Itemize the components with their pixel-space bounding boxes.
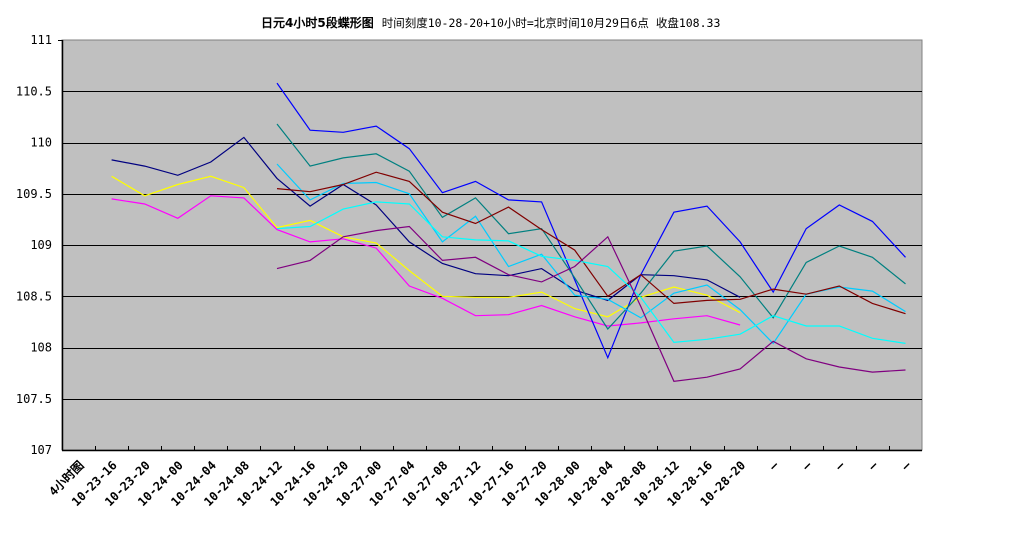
- chart-title-subtitle: 时间刻度10-28-20+10小时=北京时间10月29日6点 收盘108.33: [381, 16, 721, 30]
- series-lines: [111, 82, 906, 382]
- x-tick-label: —: [832, 458, 848, 474]
- y-tick-label: 111: [30, 33, 52, 47]
- y-axis-labels: 107 107.5 108 108.5 109 109.5 110 110.5 111: [16, 33, 52, 457]
- chart-title-main: 日元4小时5段蝶形图: [261, 16, 374, 30]
- y-tick-label: 107: [30, 443, 52, 457]
- y-tick-label: 110.5: [16, 84, 52, 98]
- chart-title: 日元4小时5段蝶形图 时间刻度10-28-20+10小时=北京时间10月29日6点…: [0, 14, 1020, 31]
- y-tick-label: 110: [30, 136, 52, 150]
- series-line-teal: [276, 123, 906, 330]
- y-tick-label: 108.5: [16, 289, 52, 303]
- y-tick-label: 108: [30, 341, 52, 355]
- gridlines: [62, 91, 922, 400]
- series-line-maroon: [276, 171, 906, 315]
- x-tick-label: —: [799, 458, 815, 474]
- x-tick-label: —: [865, 458, 881, 474]
- y-tick-label: 107.5: [16, 392, 52, 406]
- y-tick-label: 109: [30, 238, 52, 252]
- series-line-light-blue: [276, 163, 906, 345]
- x-tick-label: —: [899, 458, 915, 474]
- series-line-blue: [276, 82, 906, 360]
- series-line-yellow: [111, 175, 741, 318]
- series-line-purple: [276, 225, 906, 382]
- x-tick-label: —: [766, 458, 782, 474]
- y-tick-label: 109.5: [16, 187, 52, 201]
- series-line-cyan: [276, 201, 906, 344]
- series-line-magenta: [111, 195, 741, 327]
- axes: [58, 40, 922, 452]
- x-axis-labels: 4小时图10-23-1610-23-2010-24-0010-24-0410-2…: [45, 458, 914, 509]
